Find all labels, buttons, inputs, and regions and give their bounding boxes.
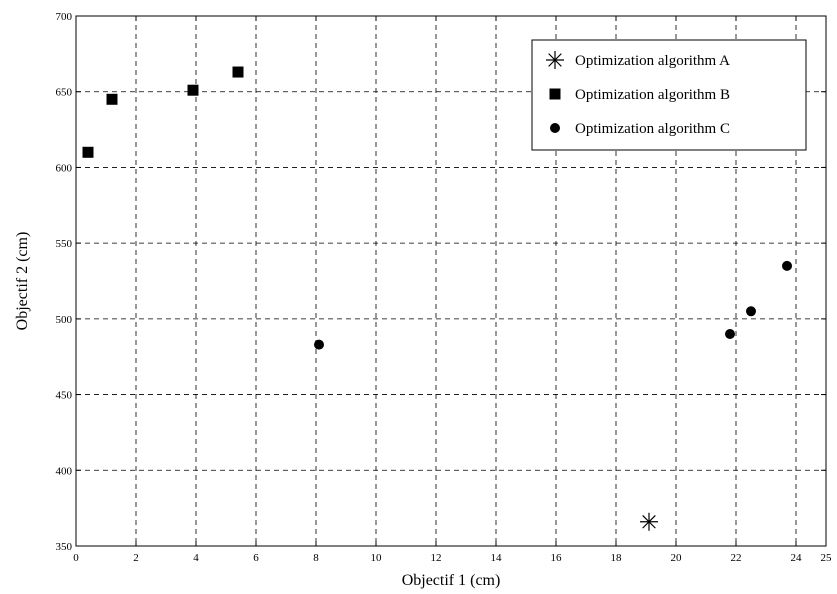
legend-marker — [550, 123, 560, 133]
data-point — [232, 66, 244, 78]
data-point — [82, 146, 94, 158]
x-tick-label: 0 — [73, 552, 79, 564]
data-point — [640, 512, 658, 531]
legend-item: Optimization algorithm A — [546, 51, 730, 69]
x-tick-label: 18 — [611, 552, 623, 564]
x-tick-label: 4 — [193, 552, 199, 564]
asterisk-stroke — [548, 53, 562, 67]
data-point — [725, 329, 735, 339]
data-point — [782, 260, 792, 271]
y-tick-label: 450 — [56, 390, 73, 402]
legend: Optimization algorithm A Optimization alg… — [531, 39, 807, 151]
y-tick-label: 650 — [56, 87, 73, 99]
x-tick-label: 6 — [253, 552, 259, 564]
y-tick-label: 350 — [56, 541, 73, 553]
y-tick-labels: 350 400 450 500 550 600 650 700 — [56, 11, 73, 553]
x-tick-label: 24 — [791, 552, 803, 564]
x-tick-label: 20 — [671, 552, 683, 564]
legend-item: Optimization algorithm C — [550, 121, 730, 137]
y-axis-title: Objectif 2 (cm) — [14, 232, 31, 331]
x-tick-label: 22 — [731, 552, 742, 564]
x-tick-label: 14 — [491, 552, 503, 564]
series-b — [82, 66, 244, 158]
y-tick-label: 400 — [56, 465, 73, 477]
y-tick-label: 500 — [56, 314, 73, 326]
legend-marker — [546, 51, 564, 69]
legend-label: Optimization algorithm C — [575, 121, 730, 137]
legend-item: Optimization algorithm B — [549, 87, 730, 103]
plot-frame — [75, 15, 827, 547]
x-tick-label: 12 — [431, 552, 442, 564]
legend-marker — [549, 88, 561, 100]
x-tick-label: 10 — [371, 552, 383, 564]
series-c — [314, 260, 792, 350]
data-point — [187, 84, 199, 96]
data-point — [106, 93, 118, 105]
asterisk-stroke — [642, 514, 656, 529]
legend-box — [531, 39, 807, 151]
data-point — [746, 306, 756, 317]
x-tick-label: 2 — [133, 552, 139, 564]
y-tick-label: 600 — [56, 162, 73, 174]
x-tick-label: 16 — [551, 552, 563, 564]
x-tick-label: 25 — [821, 552, 833, 564]
legend-label: Optimization algorithm A — [575, 53, 730, 69]
y-tick-label: 700 — [56, 11, 73, 23]
series-a — [640, 512, 658, 531]
x-axis-title: Objectif 1 (cm) — [402, 572, 501, 589]
x-tick-label: 8 — [313, 552, 319, 564]
x-tick-labels: 0 2 4 6 8 10 12 14 16 18 20 22 24 25 — [73, 552, 832, 564]
y-tick-label: 550 — [56, 238, 73, 250]
data-point — [314, 339, 324, 350]
data-points — [82, 66, 792, 531]
legend-label: Optimization algorithm B — [575, 87, 730, 103]
